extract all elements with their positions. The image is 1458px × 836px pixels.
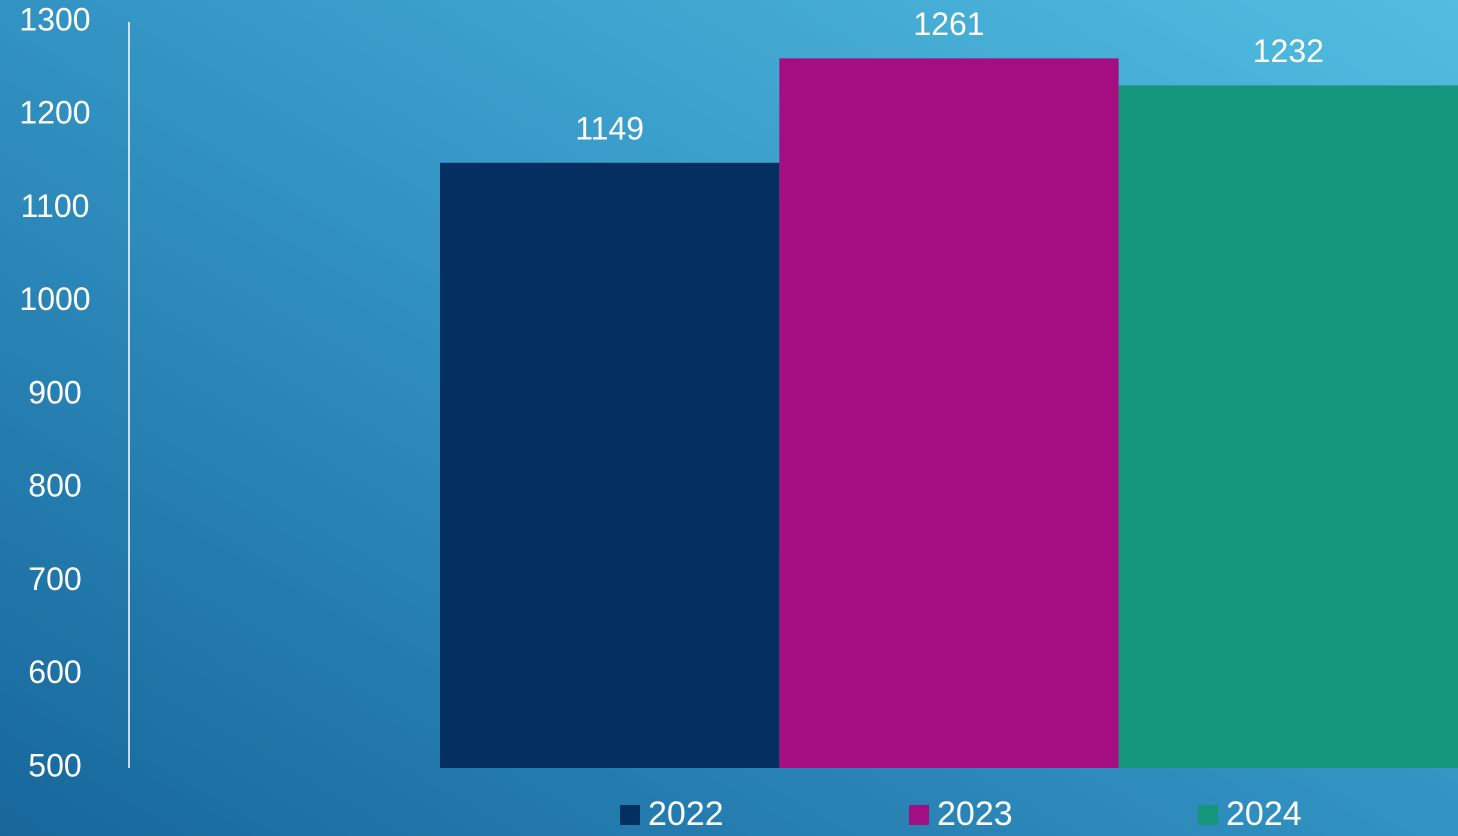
y-tick-label: 1100: [21, 188, 90, 224]
data-label: 1149: [575, 110, 644, 146]
legend-swatch: [909, 805, 929, 825]
bar: [440, 162, 780, 768]
bar: [1118, 85, 1458, 768]
y-tick-label: 1000: [19, 281, 90, 317]
data-label: 1261: [913, 6, 984, 42]
y-tick-label: 1300: [19, 1, 90, 37]
y-tick-label: 1200: [19, 95, 90, 131]
y-tick-label: 700: [28, 561, 81, 597]
data-label: 1232: [1253, 33, 1324, 69]
legend-label: 2024: [1226, 795, 1302, 833]
legend-swatch: [1198, 805, 1218, 825]
y-tick-label: 600: [28, 654, 81, 690]
legend-label: 2023: [937, 795, 1013, 833]
bar: [779, 58, 1119, 769]
legend-swatch: [620, 805, 640, 825]
y-tick-label: 900: [28, 374, 81, 410]
legend-label: 2022: [648, 795, 724, 833]
y-tick-label: 500: [28, 747, 81, 783]
y-tick-label: 800: [28, 468, 81, 504]
